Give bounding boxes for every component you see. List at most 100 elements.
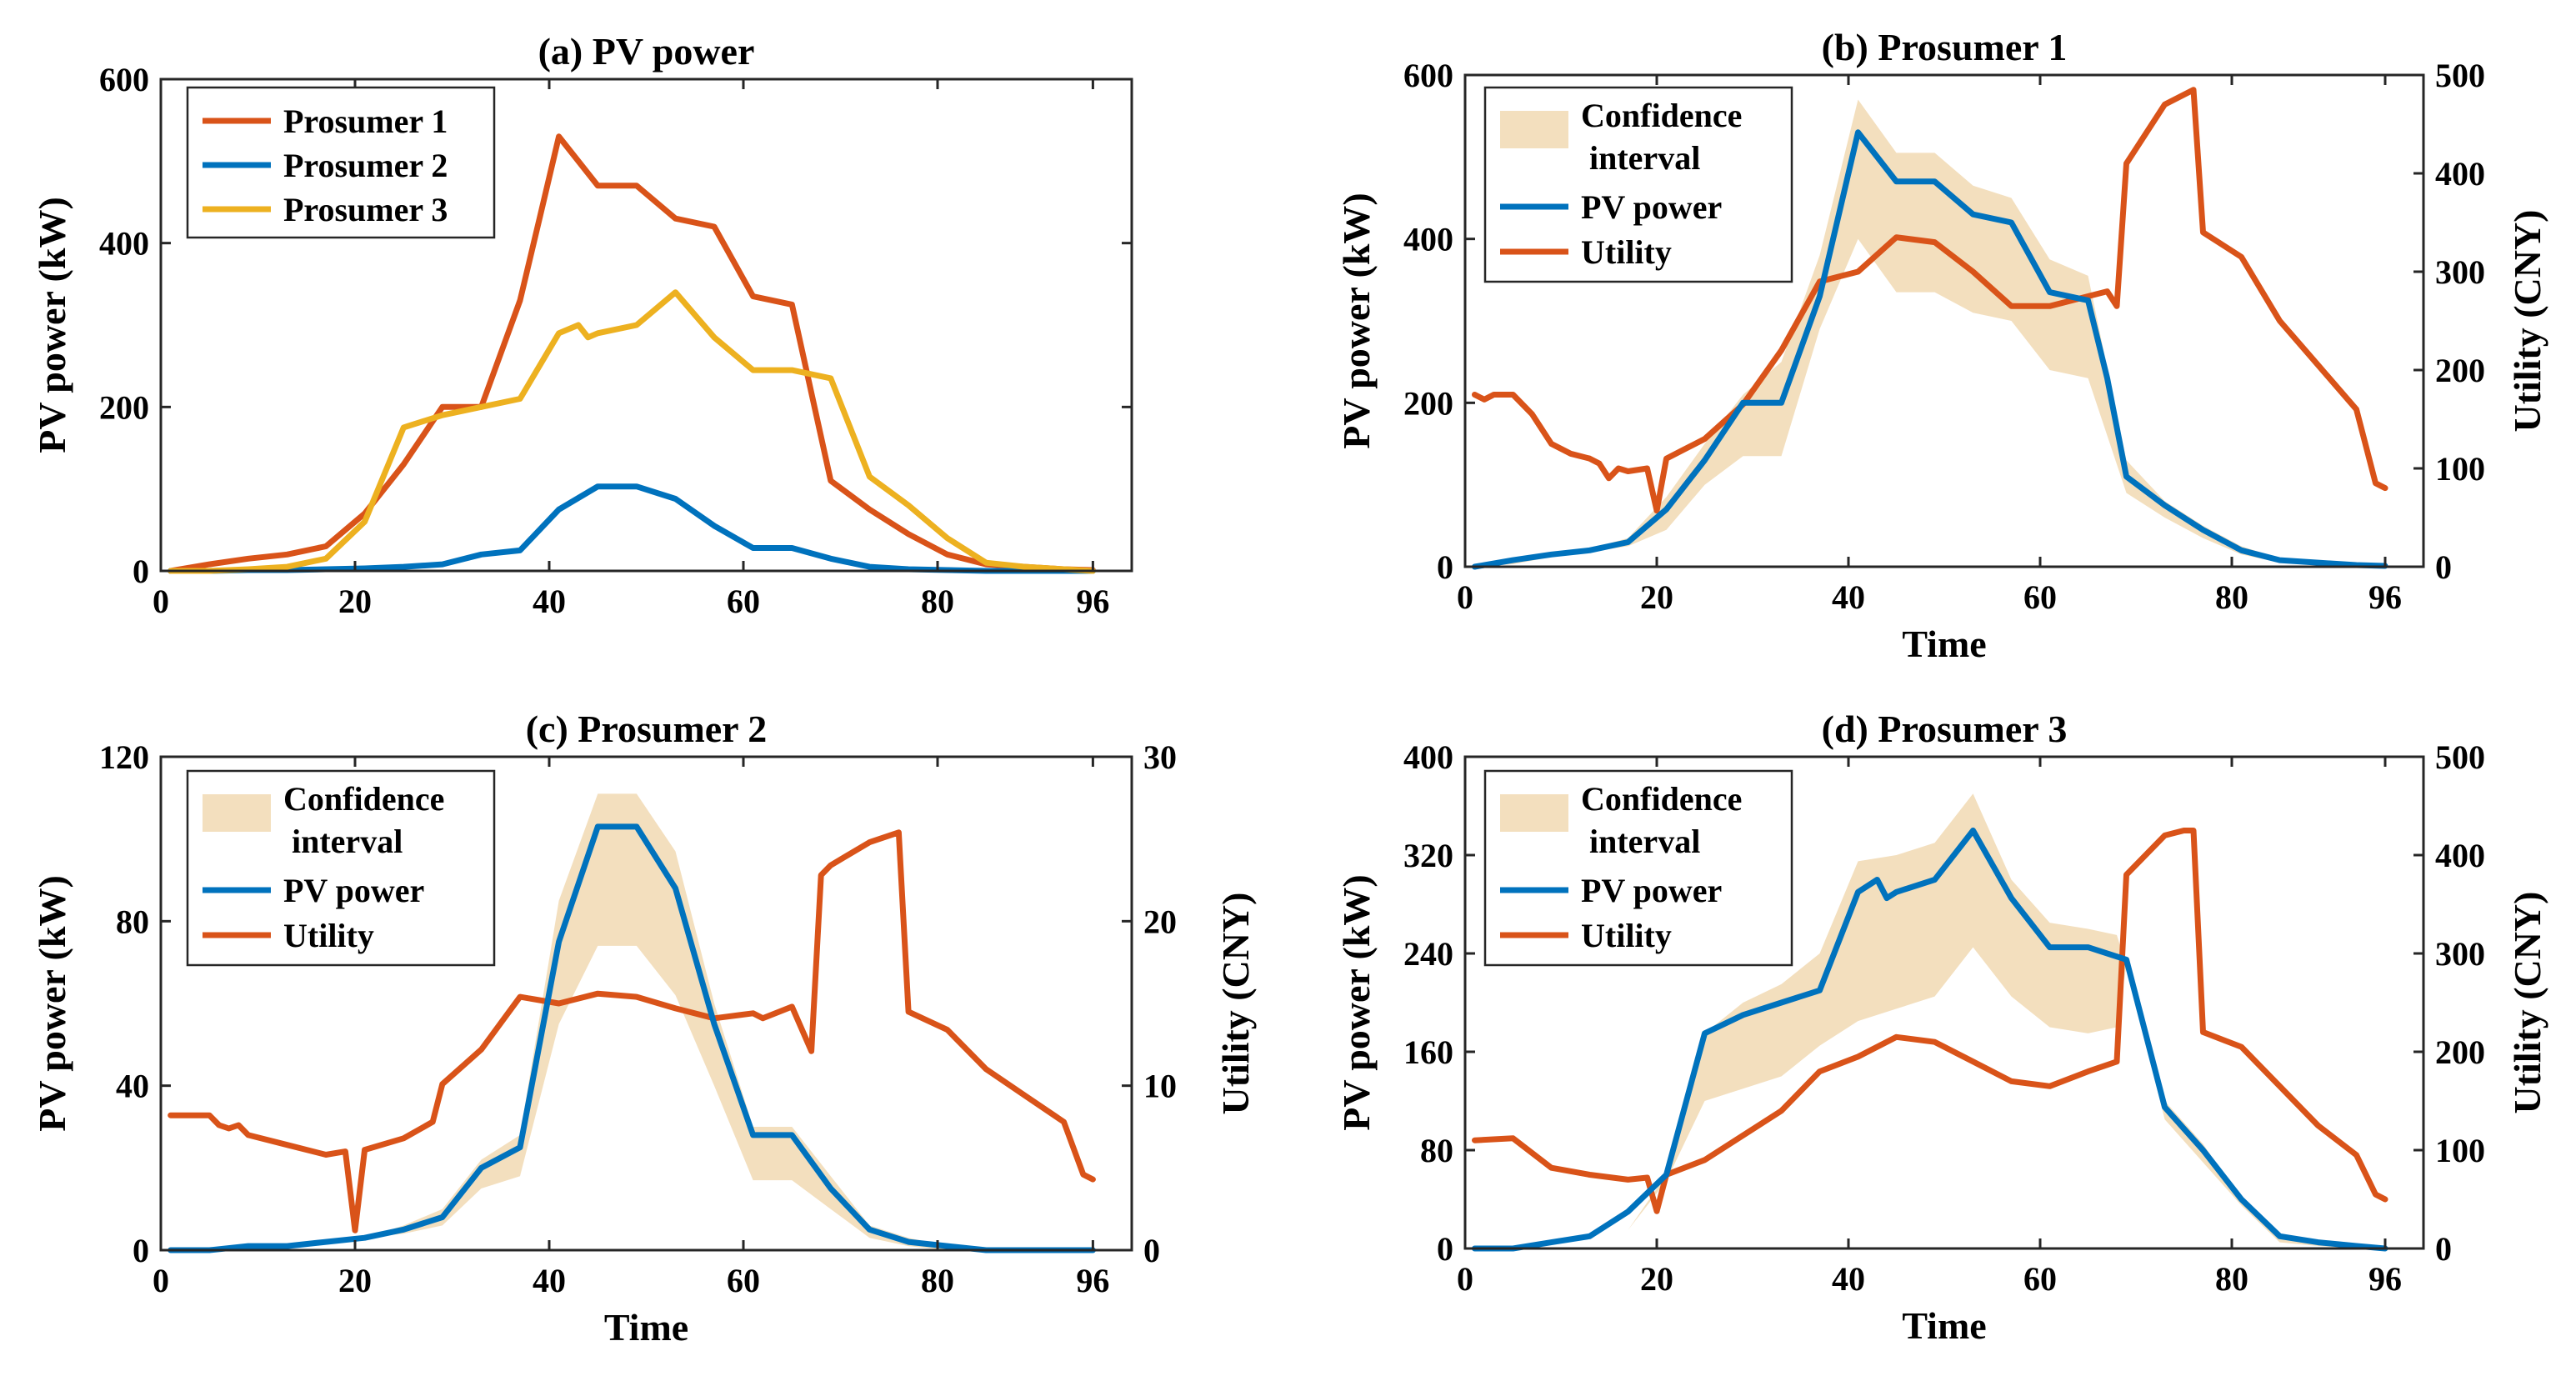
y-axis-label: PV power (kW) <box>1335 193 1378 449</box>
x-tick-label: 60 <box>2023 578 2057 616</box>
x-axis-label: Time <box>604 1306 688 1348</box>
legend-label: interval <box>1589 139 1700 177</box>
y-tick-label: 0 <box>133 553 149 590</box>
y-tick-label: 0 <box>1437 1230 1453 1268</box>
x-axis-label: Time <box>1902 623 1986 665</box>
x-tick-label: 60 <box>727 1262 760 1299</box>
legend-label: interval <box>1589 823 1700 860</box>
pv-power-line <box>1472 828 2388 1252</box>
legend-swatch-band <box>203 794 271 832</box>
y-axis-label: PV power (kW) <box>31 197 73 453</box>
y-tick-label: 400 <box>1403 738 1453 776</box>
y-right-tick-label: 500 <box>2435 738 2485 776</box>
y-right-tick-label: 500 <box>2435 57 2485 94</box>
x-tick-label: 80 <box>2215 1260 2248 1298</box>
y-right-tick-label: 0 <box>1143 1232 1160 1269</box>
y-tick-label: 200 <box>1403 384 1453 422</box>
y-right-axis-label: Utility (CNY) <box>1214 893 1257 1115</box>
chart-title: (c) Prosumer 2 <box>526 708 768 750</box>
x-tick-label: 40 <box>1832 578 1865 616</box>
utility-line <box>168 829 1096 1233</box>
legend-label: Prosumer 3 <box>283 191 448 228</box>
y-right-tick-label: 100 <box>2435 1132 2485 1169</box>
legend: Confidence interval PV power Utility <box>1483 769 1793 967</box>
axes-box <box>1463 73 2425 568</box>
utility-line <box>1472 87 2388 514</box>
chart-title: (b) Prosumer 1 <box>1822 26 2068 68</box>
y-tick-label: 0 <box>133 1232 149 1269</box>
y-tick-label: 200 <box>99 388 149 426</box>
y-tick-label: 400 <box>99 225 149 263</box>
y-tick-label: 120 <box>99 738 149 776</box>
legend: Confidence interval PV power Utility <box>1483 86 1793 283</box>
chart-title: (d) Prosumer 3 <box>1822 708 2068 750</box>
x-tick-label: 80 <box>921 583 954 620</box>
y-right-tick-label: 200 <box>2435 1033 2485 1071</box>
y-tick-label: 400 <box>1403 221 1453 258</box>
y-right-tick-label: 300 <box>2435 253 2485 291</box>
axes-box <box>159 755 1133 1252</box>
legend-label: Utility <box>1581 233 1672 271</box>
y-right-tick-label: 30 <box>1143 738 1177 776</box>
pv-power-line <box>168 823 1096 1253</box>
x-tick-label: 80 <box>2215 578 2248 616</box>
y-right-tick-label: 100 <box>2435 450 2485 488</box>
x-tick-label: 40 <box>1832 1260 1865 1298</box>
x-tick-label: 20 <box>1640 578 1673 616</box>
legend-swatch-band <box>1500 794 1568 832</box>
legend-label: Confidence <box>1581 97 1742 134</box>
x-tick-label: 40 <box>533 1262 566 1299</box>
legend-label: Prosumer 1 <box>283 103 448 140</box>
pv-power-line <box>1472 129 2388 570</box>
y-tick-label: 320 <box>1403 837 1453 874</box>
y-tick-label: 160 <box>1403 1033 1453 1071</box>
x-tick-label: 0 <box>153 1262 169 1299</box>
y-right-tick-label: 0 <box>2435 548 2452 586</box>
prosumer-1-line <box>168 133 1096 574</box>
legend-swatch-band <box>1500 111 1568 148</box>
y-right-tick-label: 400 <box>2435 155 2485 193</box>
x-tick-label: 96 <box>2368 578 2402 616</box>
legend-label: Utility <box>1581 917 1672 954</box>
y-tick-label: 600 <box>1403 57 1453 94</box>
y-right-tick-label: 300 <box>2435 935 2485 973</box>
confidence-interval-band <box>1474 793 2385 1248</box>
x-tick-label: 20 <box>338 583 372 620</box>
y-tick-label: 600 <box>99 61 149 98</box>
confidence-interval-band <box>1474 99 2385 567</box>
x-tick-label: 96 <box>1076 1262 1109 1299</box>
x-axis-label: Time <box>1902 1304 1986 1347</box>
x-tick-label: 40 <box>533 583 566 620</box>
confidence-interval-band <box>170 793 1093 1250</box>
y-right-tick-label: 0 <box>2435 1230 2452 1268</box>
y-tick-label: 40 <box>116 1068 149 1105</box>
y-tick-label: 240 <box>1403 935 1453 973</box>
legend-label: PV power <box>1581 872 1722 909</box>
x-tick-label: 0 <box>1457 1260 1473 1298</box>
panel-a-pv-power: 0 20 40 60 80 96 0 200 400 600 (a) PV power PV powe… <box>31 30 1133 620</box>
y-right-tick-label: 400 <box>2435 837 2485 874</box>
x-tick-label: 0 <box>1457 578 1473 616</box>
axes-box <box>1463 755 2425 1250</box>
x-tick-label: 20 <box>338 1262 372 1299</box>
x-tick-label: 96 <box>1076 583 1109 620</box>
y-right-tick-label: 10 <box>1143 1068 1177 1105</box>
y-right-axis-label: Utility (CNY) <box>2506 892 2548 1114</box>
y-tick-label: 80 <box>1420 1132 1453 1169</box>
legend-label: Prosumer 2 <box>283 147 448 184</box>
y-axis-label: PV power (kW) <box>31 875 73 1132</box>
panel-d-prosumer-3: 0 20 40 60 80 96 0 80 160 240 320 400 0 100 200 300 400 5… <box>1335 708 2548 1347</box>
x-tick-label: 60 <box>2023 1260 2057 1298</box>
y-axis-label: PV power (kW) <box>1335 874 1378 1131</box>
x-tick-label: 96 <box>2368 1260 2402 1298</box>
legend-label: Confidence <box>283 780 444 818</box>
prosumer-3-line <box>168 289 1096 574</box>
x-tick-label: 80 <box>921 1262 954 1299</box>
y-tick-label: 0 <box>1437 548 1453 586</box>
legend-label: interval <box>292 823 403 860</box>
legend-label: Confidence <box>1581 780 1742 818</box>
legend-label: PV power <box>283 872 424 909</box>
y-right-tick-label: 20 <box>1143 903 1177 940</box>
axes-box <box>159 78 1133 573</box>
